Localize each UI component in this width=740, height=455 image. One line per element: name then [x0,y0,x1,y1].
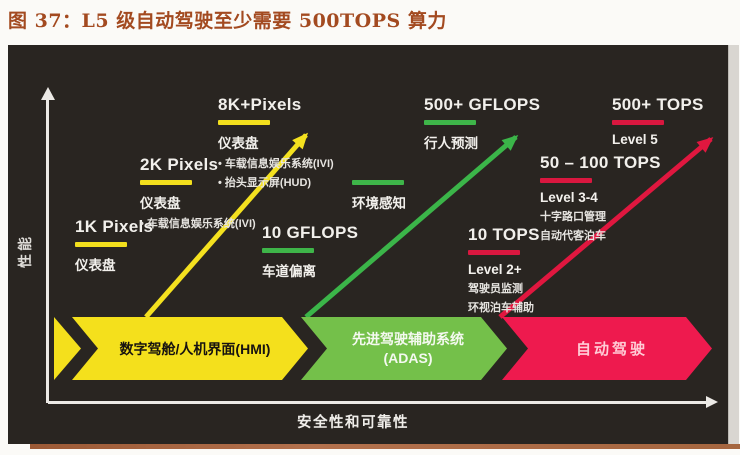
milestone-detail: 自动代客泊车 [540,230,606,242]
milestone-heading: 500+ TOPS [612,95,704,114]
milestone-sub: 行人预测 [424,136,478,151]
milestone-500-gflops: 500+ GFLOPS 行人预测 [424,95,540,155]
y-axis-line [46,99,49,403]
milestone-heading: 10 TOPS [468,225,540,244]
green-underline [352,180,404,185]
milestone-sub: Level 2+ [468,262,522,277]
milestone-heading: 8K+Pixels [218,95,302,114]
milestone-detail: 十字路口管理 [540,211,606,223]
x-axis-arrow-icon [706,396,718,408]
yellow-underline [140,180,192,185]
stage-digital-cockpit-hmi: 数字驾舱/人机界面(HMI) [72,317,308,380]
red-underline [540,178,592,183]
milestone-sub: 车道偏离 [262,264,316,279]
milestone-environment-perception: 环境感知 [352,175,406,215]
milestone-sub: Level 5 [612,132,658,147]
milestone-heading: 50 – 100 TOPS [540,153,661,172]
milestone-detail: 驾驶员监测 [468,283,523,295]
chart-canvas: 性能 安全性和可靠性 1K Pixels 仪表盘 2K Pixels 仪表盘 •… [8,45,728,444]
milestone-heading: 1K Pixels [75,217,154,236]
stage-label: 数字驾舱/人机界面(HMI) [119,340,271,357]
milestone-500-tops: 500+ TOPS Level 5 [612,95,704,150]
x-axis-line [48,401,708,404]
milestone-sub: 仪表盘 [75,258,116,273]
red-underline [468,250,520,255]
milestone-10-tops: 10 TOPS Level 2+ 驾驶员监测 环视泊车辅助 [468,225,540,315]
x-axis-label: 安全性和可靠性 [297,415,409,431]
chevron-lead-wedge-icon [54,317,81,380]
milestone-detail: • 车载信息娱乐系统(IVI) [218,158,334,170]
milestone-1k-pixels: 1K Pixels 仪表盘 [75,217,153,277]
y-axis-arrow-icon [40,87,55,100]
right-edge-strip [728,45,739,449]
milestone-50-100-tops: 50 – 100 TOPS Level 3-4 十字路口管理 自动代客泊车 [540,153,661,243]
milestone-heading: 10 GFLOPS [262,223,359,242]
milestone-10-gflops: 10 GFLOPS 车道偏离 [262,223,358,283]
milestone-2k-pixels: 2K Pixels 仪表盘 • 车载信息娱乐系统(IVI) [140,155,256,231]
green-underline [262,248,314,253]
bottom-border-line [30,444,740,449]
milestone-8k-pixels: 8K+Pixels 仪表盘 • 车载信息娱乐系统(IVI) • 抬头显示屏(HU… [218,95,334,190]
milestone-detail: 环视泊车辅助 [468,302,534,314]
stage-label: 先进驾驶辅助系统 [352,331,464,348]
stage-label: 自动驾驶 [575,341,648,358]
red-underline [612,120,664,125]
yellow-underline [75,242,127,247]
milestone-sub: 仪表盘 [218,136,259,151]
milestone-sub: 仪表盘 [140,196,181,211]
stage-label-line2: (ADAS) [383,349,433,366]
milestone-detail: • 车载信息娱乐系统(IVI) [140,218,256,230]
green-underline [424,120,476,125]
stage-autonomous-driving: 自动驾驶 [502,317,712,380]
milestone-sub: 环境感知 [352,196,406,211]
stage-adas: 先进驾驶辅助系统 (ADAS) [301,317,507,380]
y-axis-label: 性能 [17,234,33,268]
yellow-underline [218,120,270,125]
milestone-sub: Level 3-4 [540,190,598,205]
milestone-detail: • 抬头显示屏(HUD) [218,177,312,189]
milestone-heading: 2K Pixels [140,155,219,174]
figure-title: 图 37：L5 级自动驾驶至少需要 500TOPS 算力 [8,10,447,32]
milestone-heading: 500+ GFLOPS [424,95,541,114]
